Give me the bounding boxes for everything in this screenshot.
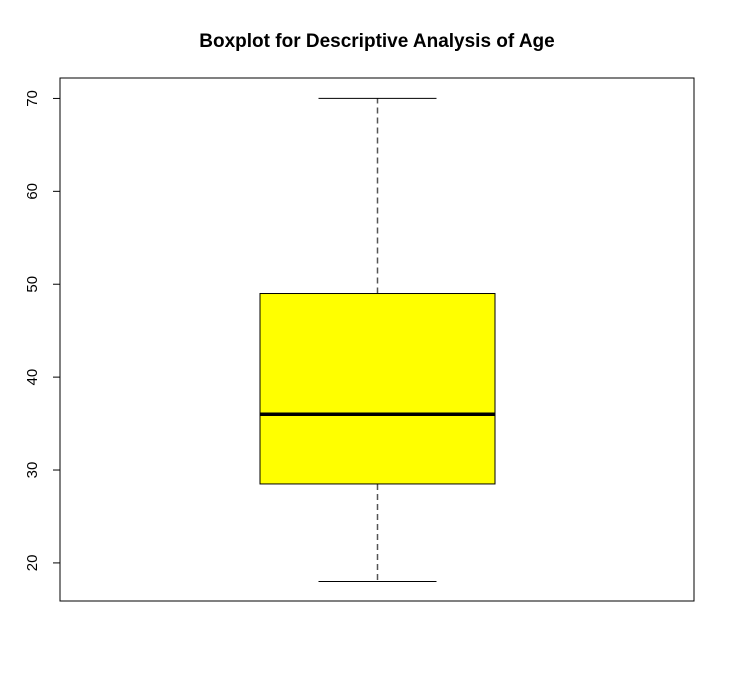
y-tick-label: 40 (24, 369, 41, 386)
chart-title: Boxplot for Descriptive Analysis of Age (199, 31, 554, 52)
y-tick-label: 30 (24, 462, 41, 479)
y-tick-label: 70 (24, 90, 41, 107)
interquartile-box (259, 293, 496, 485)
y-tick-label: 50 (24, 276, 41, 293)
y-tick-label: 60 (24, 183, 41, 200)
y-axis: 20 30 40 50 60 70 (24, 90, 61, 572)
y-tick-label: 20 (24, 555, 41, 572)
box-plot (259, 97, 496, 582)
